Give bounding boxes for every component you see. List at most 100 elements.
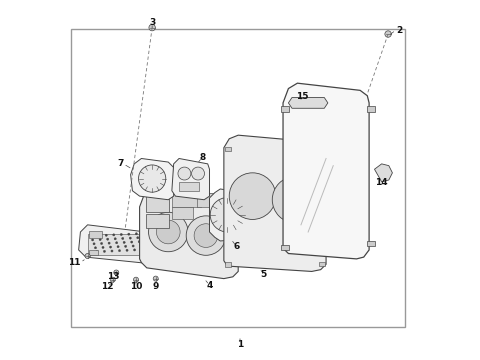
Polygon shape [283,83,369,259]
Circle shape [128,233,130,235]
Circle shape [124,245,127,247]
Bar [172,193,201,207]
Circle shape [103,250,106,252]
Circle shape [126,249,128,251]
Circle shape [156,248,158,250]
Polygon shape [172,158,209,200]
Circle shape [137,237,139,239]
Bar [146,214,169,228]
Circle shape [155,244,157,246]
Circle shape [140,244,142,247]
Circle shape [108,242,110,244]
Circle shape [210,198,245,232]
Text: 2: 2 [396,26,402,35]
Circle shape [194,224,218,247]
Bar [146,193,169,212]
Polygon shape [131,158,174,200]
Bar [319,147,325,151]
Bar [197,193,222,207]
Circle shape [139,165,166,192]
Polygon shape [140,187,238,279]
Bar [89,231,102,238]
Circle shape [113,234,115,236]
Polygon shape [288,98,328,108]
Circle shape [156,220,180,244]
Circle shape [152,236,154,238]
Circle shape [121,237,124,239]
Text: 6: 6 [233,242,240,251]
Circle shape [385,31,391,37]
Circle shape [97,234,100,237]
Circle shape [164,247,166,249]
Text: 15: 15 [297,92,309,101]
Text: 11: 11 [68,258,81,267]
Circle shape [159,235,161,238]
Text: 13: 13 [108,271,120,280]
Bar [367,241,375,246]
Bar [150,239,159,246]
Bar [87,234,168,255]
Circle shape [144,236,146,238]
Polygon shape [224,135,326,271]
Text: 5: 5 [260,270,266,279]
Circle shape [99,238,101,240]
Bar [281,107,289,112]
Text: 12: 12 [101,282,114,291]
Circle shape [114,238,116,240]
Circle shape [95,247,96,249]
Bar [179,182,199,191]
Text: 7: 7 [117,159,123,168]
Circle shape [133,277,139,282]
Bar [225,147,231,151]
Circle shape [129,237,132,239]
Circle shape [192,167,204,180]
Bar [89,250,98,255]
Circle shape [161,239,163,242]
Circle shape [131,241,133,243]
Circle shape [229,173,276,220]
Bar [72,30,405,327]
Polygon shape [374,164,393,182]
Circle shape [141,248,143,251]
Circle shape [105,234,108,236]
Circle shape [117,246,119,248]
Circle shape [119,249,120,252]
Circle shape [186,216,226,255]
Circle shape [96,251,98,253]
Polygon shape [79,225,181,266]
Circle shape [110,277,115,282]
Polygon shape [209,189,245,241]
Bar [367,107,375,112]
Circle shape [92,239,94,241]
Text: 3: 3 [149,18,155,27]
Circle shape [149,24,156,31]
Circle shape [148,212,188,252]
Circle shape [153,276,158,281]
Circle shape [85,253,90,258]
Circle shape [148,248,151,250]
Circle shape [153,240,156,242]
Text: 8: 8 [199,153,205,162]
Circle shape [102,246,104,248]
Text: 14: 14 [375,178,388,187]
Bar [225,262,231,267]
Circle shape [146,240,148,242]
Circle shape [93,243,95,245]
Circle shape [116,242,118,244]
Circle shape [143,232,145,234]
Circle shape [120,233,122,235]
Circle shape [132,245,134,247]
Circle shape [138,240,140,243]
Circle shape [114,270,119,275]
Bar [172,207,193,220]
Bar [281,244,289,249]
Circle shape [109,246,112,248]
Circle shape [272,176,319,223]
Circle shape [111,250,113,252]
Circle shape [133,249,136,251]
Bar [319,262,325,266]
Text: 4: 4 [206,280,213,289]
Circle shape [135,233,137,235]
Circle shape [147,244,149,246]
Circle shape [123,241,125,243]
